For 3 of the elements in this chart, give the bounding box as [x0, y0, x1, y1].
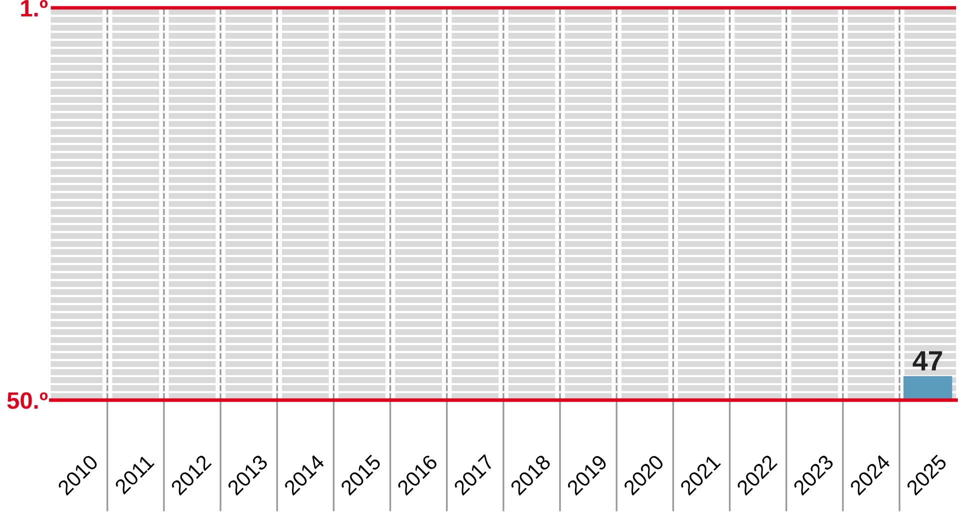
y-tick-label: 1.º — [21, 0, 48, 16]
annotation: 47 — [912, 351, 942, 370]
y-tick-label: 50.º — [7, 392, 48, 409]
